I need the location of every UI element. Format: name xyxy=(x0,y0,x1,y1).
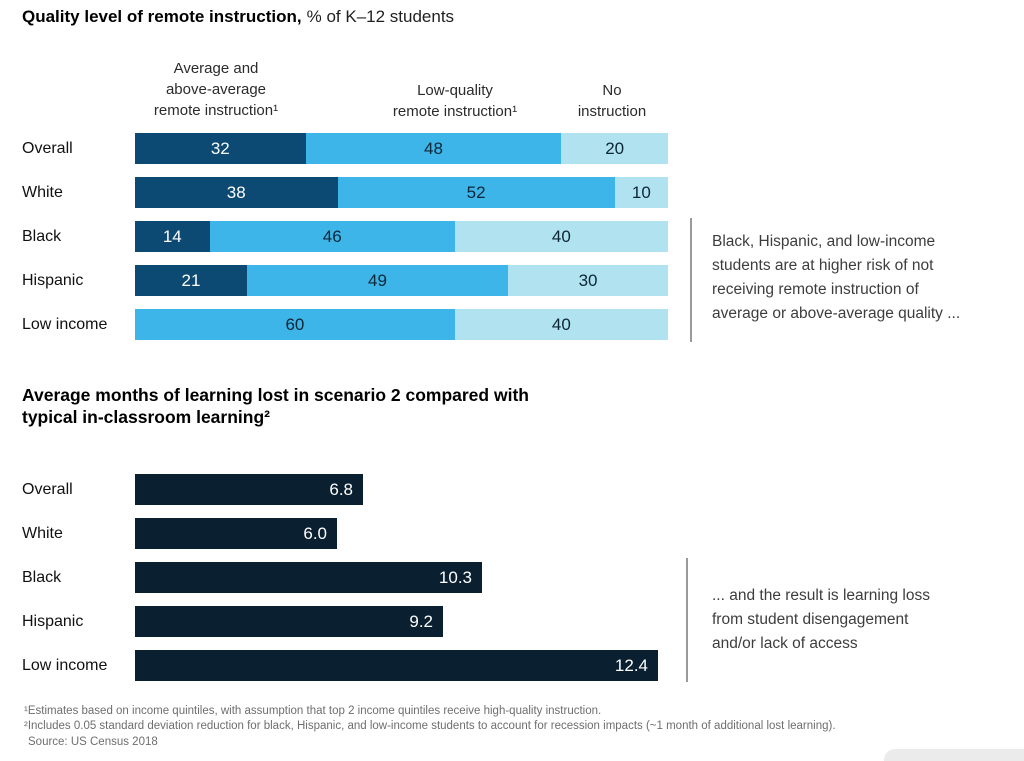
segment-value-label: 38 xyxy=(226,182,246,202)
segment-value-label: 30 xyxy=(578,270,598,290)
segment-value-label: 49 xyxy=(368,270,387,290)
annotation-bracket-line xyxy=(690,218,692,342)
bar: 9.2 xyxy=(135,606,443,637)
category-label: Hispanic xyxy=(22,272,84,289)
segment-value-label: 60 xyxy=(285,314,305,334)
category-label: Low income xyxy=(22,316,108,333)
bar-segment: 52 xyxy=(337,177,615,208)
annotation-bracket-line xyxy=(686,558,688,682)
bar-segment: 40 xyxy=(454,309,668,340)
segment-value-label: 20 xyxy=(605,138,625,158)
bar-row: Hispanic 9.2 xyxy=(0,606,1024,637)
stacked-bar-row: Black 14 46 40 xyxy=(0,221,1024,252)
bar-segment: 32 xyxy=(135,133,306,164)
stacked-bar-row: Hispanic 21 49 30 xyxy=(0,265,1024,296)
bar-segment: 48 xyxy=(305,133,562,164)
segment-value-label: 40 xyxy=(551,226,571,246)
footnote-1: ¹Estimates based on income quintiles, wi… xyxy=(24,705,602,717)
segment-value-label: 48 xyxy=(424,138,443,158)
bar-row: Black 10.3 xyxy=(0,562,1024,593)
category-label: Overall xyxy=(22,140,73,157)
category-label: White xyxy=(22,525,63,542)
bar-row: Overall 6.8 xyxy=(0,474,1024,505)
chart2-annotation: ... and the result is learning loss from… xyxy=(712,587,930,652)
chart2-title: Average months of learning lost in scena… xyxy=(22,385,529,427)
bar-segment: 49 xyxy=(246,265,509,296)
legend-label-no-instruction: No instruction xyxy=(577,82,647,120)
category-label: White xyxy=(22,184,63,201)
segment-value-label: 52 xyxy=(466,182,486,202)
segment-value-label: 46 xyxy=(322,226,342,246)
segment-value-label: 10 xyxy=(631,182,651,202)
category-label: Low income xyxy=(22,657,108,674)
bar: 6.8 xyxy=(135,474,363,505)
stacked-bar-track: 38 52 10 xyxy=(135,177,668,208)
bar-segment: 21 xyxy=(135,265,247,296)
bar-segment: 60 xyxy=(135,309,455,340)
bar-value-label: 9.2 xyxy=(409,611,433,631)
bar-value-label: 6.8 xyxy=(329,479,353,499)
segment-value-label: 21 xyxy=(181,270,201,290)
footnote-2: ²Includes 0.05 standard deviation reduct… xyxy=(24,720,836,732)
source-note: Source: US Census 2018 xyxy=(28,736,158,748)
bar: 10.3 xyxy=(135,562,482,593)
bar-row: Low income 12.4 xyxy=(0,650,1024,681)
stacked-bar-track: 32 48 20 xyxy=(135,133,668,164)
bar-segment: 14 xyxy=(135,221,210,252)
legend-label-average-above: Average and above-average remote instruc… xyxy=(153,60,279,119)
bar-value-label: 10.3 xyxy=(438,567,472,587)
stacked-bar-row: Overall 32 48 20 xyxy=(0,133,1024,164)
bar-value-label: 6.0 xyxy=(303,523,327,543)
chart1-annotation: Black, Hispanic, and low-income students… xyxy=(712,233,961,322)
stacked-bar-row: White 38 52 10 xyxy=(0,177,1024,208)
bar-segment: 38 xyxy=(135,177,338,208)
bar-segment: 46 xyxy=(209,221,455,252)
bar: 6.0 xyxy=(135,518,337,549)
stacked-bar-track: 14 46 40 xyxy=(135,221,668,252)
segment-value-label: 14 xyxy=(162,226,182,246)
bar-segment: 40 xyxy=(454,221,668,252)
bar: 12.4 xyxy=(135,650,658,681)
stacked-bar-track: 21 49 30 xyxy=(135,265,668,296)
legend-label-low-quality: Low-quality remote instruction¹ xyxy=(392,82,518,120)
category-label: Black xyxy=(22,228,62,245)
bar-segment: 10 xyxy=(614,177,668,208)
segment-value-label: 40 xyxy=(551,314,571,334)
bar-segment: 20 xyxy=(561,133,668,164)
bottom-corner-overlay xyxy=(884,749,1024,761)
category-label: Black xyxy=(22,569,62,586)
bar-value-label: 12.4 xyxy=(614,655,648,675)
category-label: Hispanic xyxy=(22,613,84,630)
chart1-title: Quality level of remote instruction,% of… xyxy=(22,6,454,28)
stacked-bar-track: 60 40 xyxy=(135,309,668,340)
stacked-bar-row: Low income 60 40 xyxy=(0,309,1024,340)
chart1-title-unit: % of K–12 students xyxy=(306,7,455,26)
segment-value-label: 32 xyxy=(210,138,230,158)
bar-row: White 6.0 xyxy=(0,518,1024,549)
chart1-title-bold: Quality level of remote instruction, xyxy=(22,7,302,26)
category-label: Overall xyxy=(22,481,73,498)
bar-segment: 30 xyxy=(508,265,668,296)
